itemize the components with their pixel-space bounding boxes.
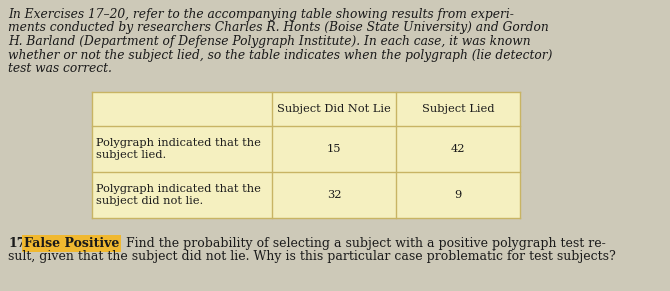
Text: Subject Did Not Lie: Subject Did Not Lie [277,104,391,114]
Text: Polygraph indicated that the
subject lied.: Polygraph indicated that the subject lie… [96,138,261,160]
Text: False Positive: False Positive [24,237,119,250]
Text: sult, given that the subject did not lie. Why is this particular case problemati: sult, given that the subject did not lie… [8,250,616,263]
Text: H. Barland (Department of Defense Polygraph Institute). In each case, it was kno: H. Barland (Department of Defense Polygr… [8,35,531,48]
Bar [92,92,520,218]
Text: 17.: 17. [8,237,30,250]
Text: 32: 32 [327,190,341,200]
Text: Find the probability of selecting a subject with a positive polygraph test re-: Find the probability of selecting a subj… [126,237,606,250]
Text: In Exercises 17–20, refer to the accompanying table showing results from experi-: In Exercises 17–20, refer to the accompa… [8,8,514,21]
Text: ments conducted by researchers Charles R. Honts (Boise State University) and Gor: ments conducted by researchers Charles R… [8,22,549,35]
Text: Polygraph indicated that the
subject did not lie.: Polygraph indicated that the subject did… [96,184,261,206]
Text: 42: 42 [451,144,465,154]
Text: Subject Lied: Subject Lied [421,104,494,114]
Text: test was correct.: test was correct. [8,62,112,75]
Text: whether or not the subject lied, so the table indicates when the polygraph (lie : whether or not the subject lied, so the … [8,49,552,61]
Text: 9: 9 [454,190,462,200]
Text: 15: 15 [327,144,341,154]
